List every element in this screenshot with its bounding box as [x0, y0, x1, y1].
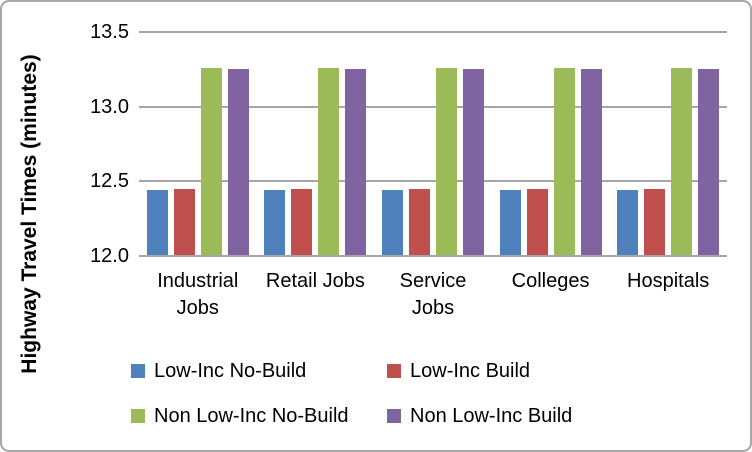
bar	[291, 188, 313, 255]
bar	[671, 67, 693, 255]
bar	[227, 69, 249, 255]
bar	[409, 188, 430, 255]
bar-group-hospitals	[617, 32, 720, 256]
legend-swatch-icon	[131, 409, 145, 423]
bar	[436, 67, 457, 255]
legend-item: Low-Inc No-Build	[131, 359, 306, 383]
bar	[200, 67, 222, 255]
bar-group-service-jobs	[382, 32, 484, 256]
bar	[264, 190, 286, 255]
category-label: Hospitals	[627, 270, 710, 292]
bar	[173, 188, 195, 255]
legend-label: Non Low-Inc No-Build	[154, 404, 349, 427]
gridline-12.5	[139, 180, 727, 183]
category-label: Service Jobs	[399, 270, 467, 319]
y-axis-title: Highway Travel Times (minutes)	[18, 54, 41, 374]
bar	[580, 69, 602, 255]
legend-item: Non Low-Inc Build	[387, 404, 572, 428]
y-tick-label: 13.0	[90, 95, 129, 118]
y-tick-label: 13.5	[90, 21, 129, 43]
legend-swatch-icon	[131, 364, 145, 378]
bar-group-colleges	[499, 32, 602, 256]
legend-swatch-icon	[387, 409, 401, 423]
bar	[345, 69, 367, 255]
bar	[146, 190, 168, 255]
y-tick-label: 12.5	[90, 170, 129, 193]
category-label: Industrial Jobs	[157, 270, 239, 319]
gridline-13.5	[139, 31, 727, 33]
legend-label: Low-Inc Build	[410, 359, 531, 382]
y-tick-label: 12.0	[90, 245, 129, 267]
bar	[499, 190, 521, 255]
bar	[644, 188, 666, 255]
bar	[463, 69, 484, 255]
legend-label: Non Low-Inc Build	[410, 404, 573, 427]
legend-item: Low-Inc Build	[387, 359, 530, 383]
gridline-13.0	[139, 105, 727, 108]
bar	[617, 190, 639, 255]
bar-group-retail-jobs	[264, 32, 367, 256]
legend-item: Non Low-Inc No-Build	[131, 404, 349, 428]
bar	[553, 67, 575, 255]
category-label: Retail Jobs	[265, 270, 365, 292]
gridline-12.0	[139, 255, 727, 257]
bar-group-industrial-jobs	[146, 32, 249, 256]
legend-swatch-icon	[387, 364, 401, 378]
legend-label: Low-Inc No-Build	[154, 359, 307, 382]
bar	[698, 69, 720, 255]
bar	[382, 190, 403, 255]
bar	[526, 188, 548, 255]
category-label: Colleges	[511, 270, 590, 292]
bar	[318, 67, 340, 255]
plot-area	[139, 31, 727, 257]
